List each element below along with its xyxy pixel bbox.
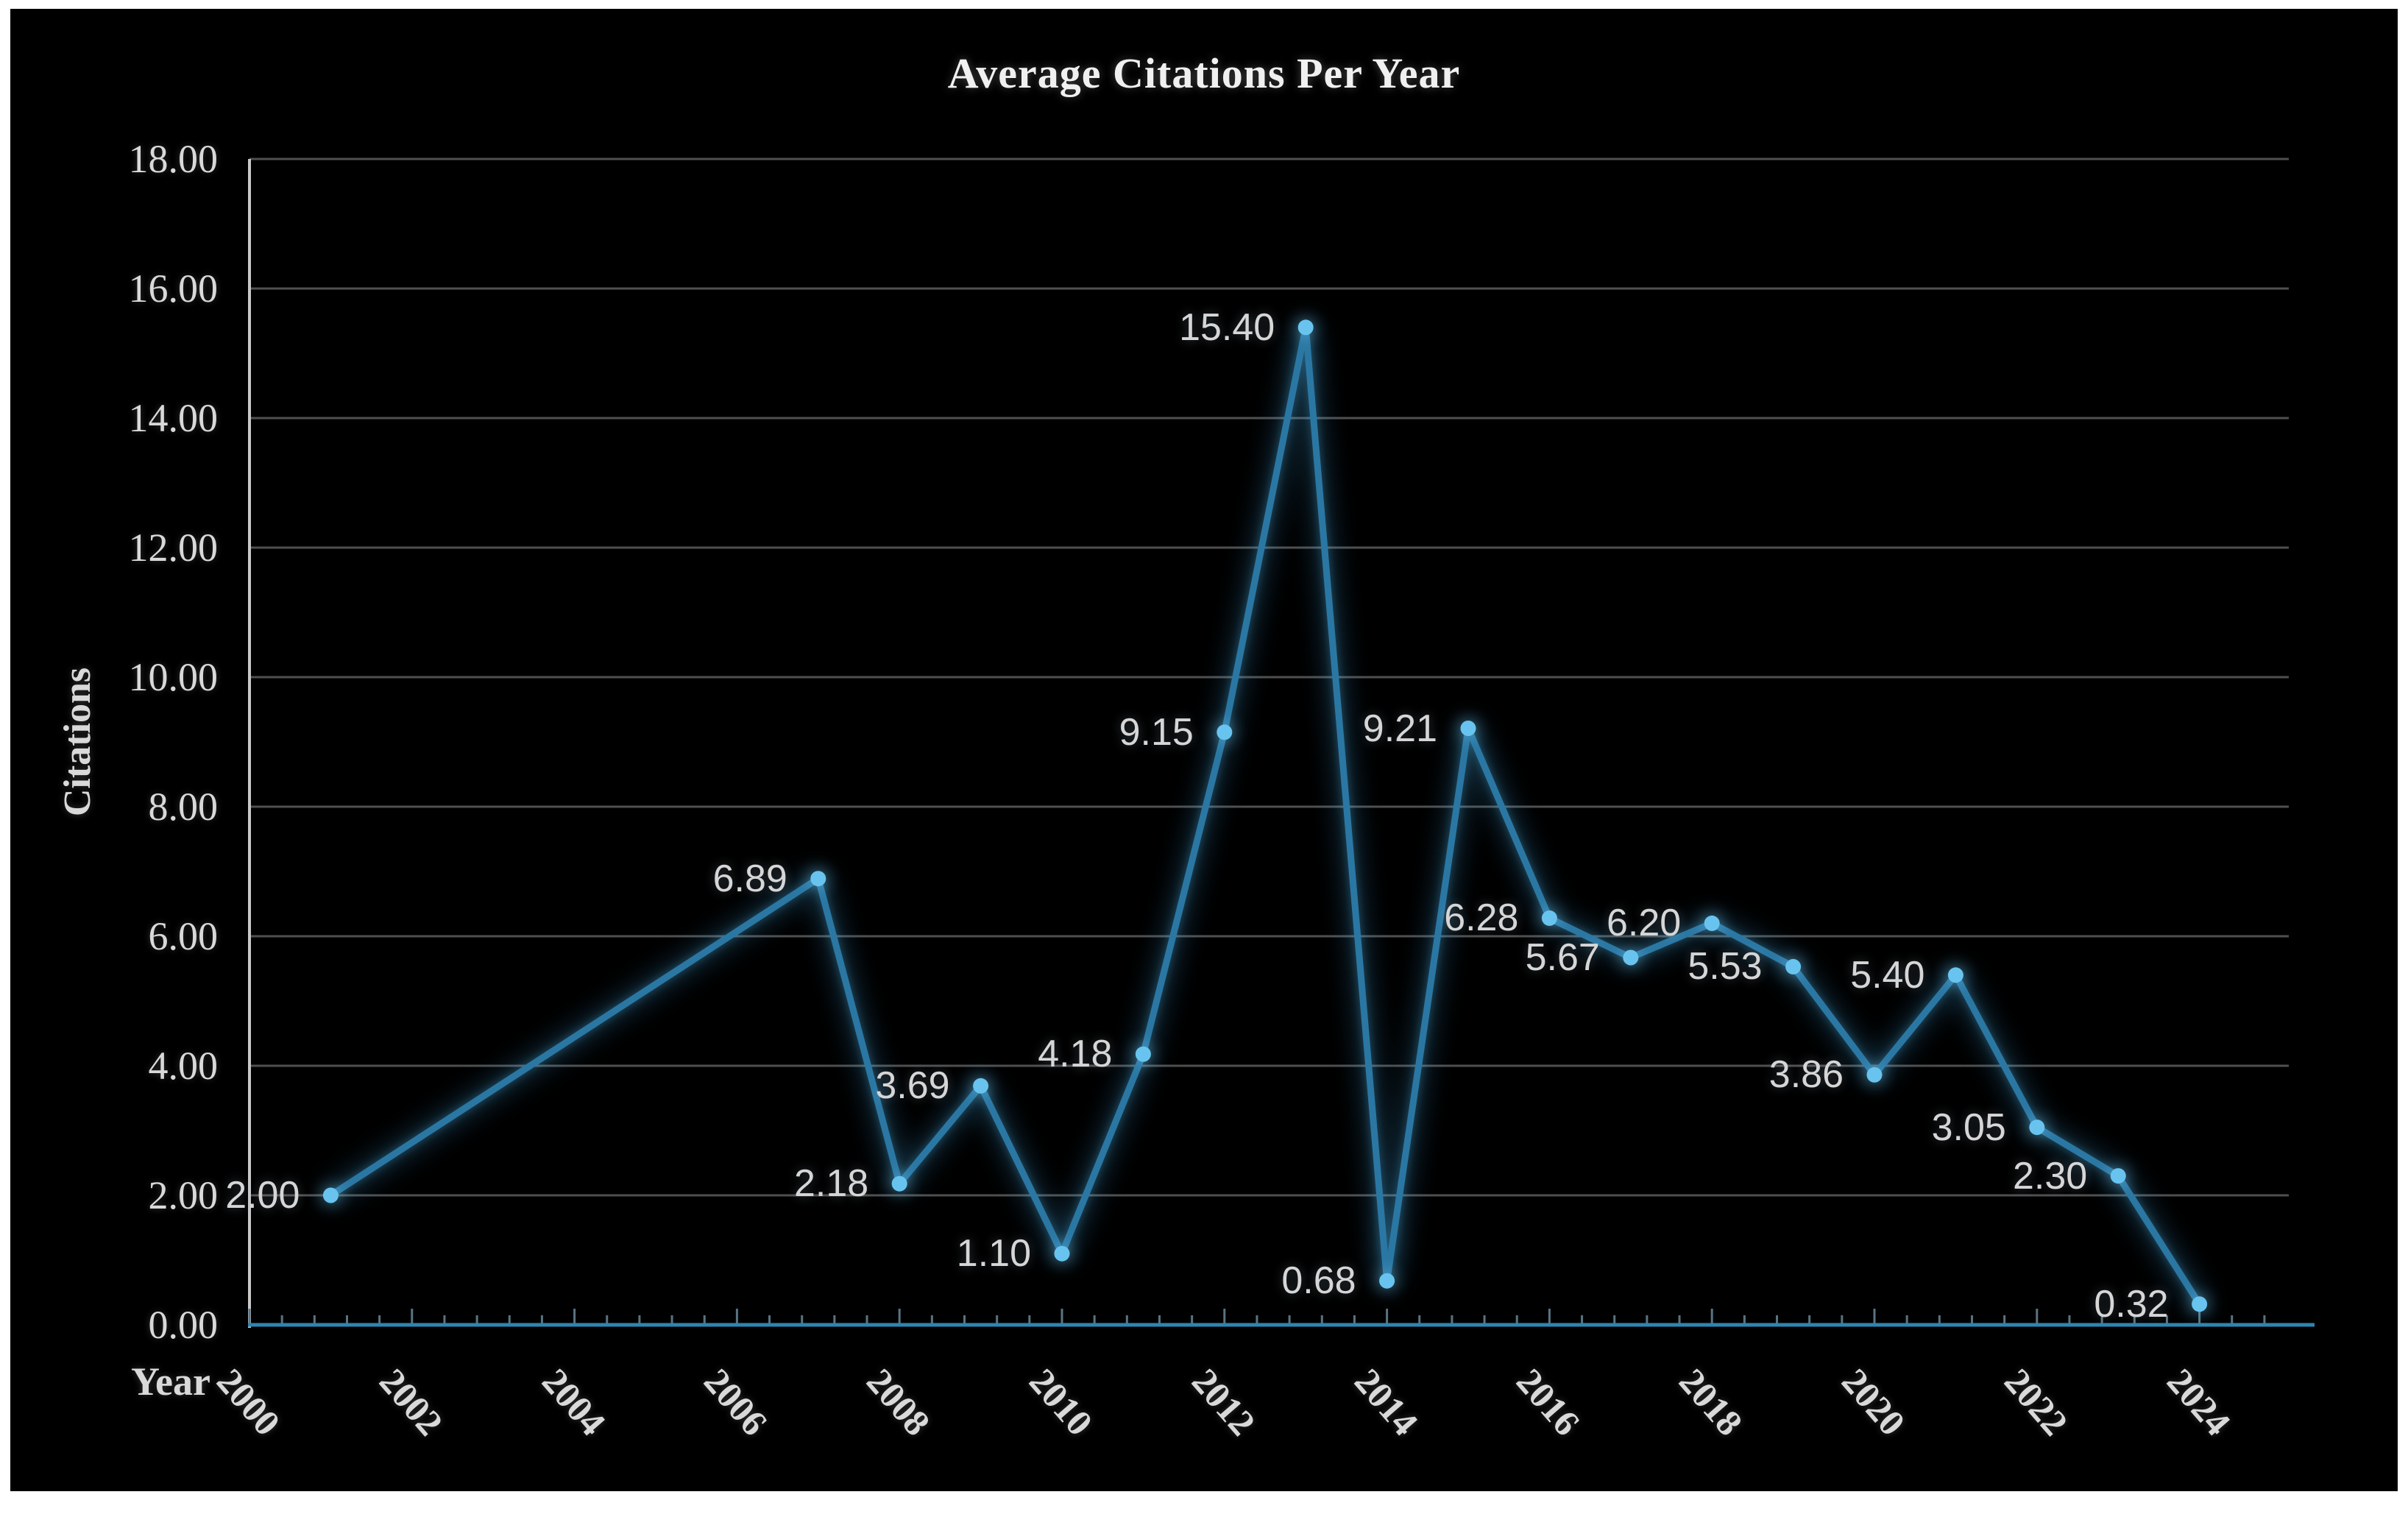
data-point-marker: [1379, 1273, 1395, 1289]
data-point-marker: [1866, 1067, 1883, 1083]
data-point-marker: [1054, 1245, 1070, 1262]
data-point-marker: [1623, 949, 1639, 966]
data-point-marker: [2110, 1168, 2126, 1184]
data-point-marker: [2029, 1120, 2045, 1136]
data-point-marker: [891, 1175, 907, 1192]
line-series: [327, 324, 2203, 1308]
data-point-marker: [1947, 967, 1963, 983]
data-point-marker: [1135, 1046, 1151, 1062]
data-point-marker: [1217, 724, 1233, 740]
data-point-marker: [1460, 721, 1476, 736]
chart-background: [10, 9, 2398, 1491]
data-point-marker: [810, 871, 826, 887]
data-point-marker: [1704, 915, 1720, 931]
data-point-marker: [322, 1187, 339, 1203]
data-point-marker: [1541, 910, 1557, 926]
data-point-marker: [2192, 1296, 2208, 1312]
data-point-marker: [1297, 319, 1314, 336]
data-point-marker: [1785, 958, 1802, 975]
data-point-marker: [973, 1078, 989, 1094]
